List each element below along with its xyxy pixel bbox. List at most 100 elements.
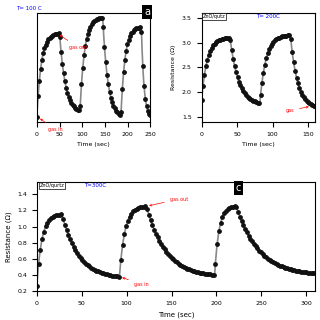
Point xyxy=(39,58,44,63)
Point xyxy=(111,273,116,278)
Point xyxy=(239,219,244,224)
Point xyxy=(264,56,269,61)
Point xyxy=(59,49,64,54)
Point xyxy=(55,212,60,218)
Point xyxy=(188,268,194,273)
Point xyxy=(148,113,153,118)
Point xyxy=(265,51,270,56)
Point xyxy=(120,86,125,92)
Point xyxy=(53,31,59,36)
Point xyxy=(167,253,172,259)
Point xyxy=(104,72,109,77)
Text: a: a xyxy=(144,7,150,17)
Point xyxy=(34,283,39,288)
Point xyxy=(136,25,141,30)
Point xyxy=(115,274,120,279)
Point xyxy=(307,101,312,106)
Point xyxy=(36,262,41,267)
Point xyxy=(52,32,57,37)
Point xyxy=(223,36,228,41)
Point xyxy=(267,47,272,52)
Point xyxy=(125,218,131,223)
Point xyxy=(113,274,118,279)
Point xyxy=(290,267,295,272)
Point xyxy=(66,232,71,237)
Point xyxy=(162,247,167,252)
Point xyxy=(215,38,220,44)
Point xyxy=(143,204,148,209)
Point xyxy=(309,270,314,276)
Point xyxy=(141,204,146,209)
Point xyxy=(41,229,46,234)
Point xyxy=(158,241,164,246)
Point xyxy=(183,265,188,270)
Point xyxy=(231,56,236,61)
Point xyxy=(221,211,227,216)
Point xyxy=(101,271,106,276)
Point xyxy=(59,212,64,217)
Point xyxy=(131,209,136,214)
Point xyxy=(230,204,236,209)
Point xyxy=(109,273,115,278)
Point xyxy=(155,235,160,240)
Point xyxy=(106,82,111,87)
Point xyxy=(50,33,55,38)
Point xyxy=(219,36,224,42)
Point xyxy=(52,213,57,219)
Point xyxy=(65,90,70,95)
Point xyxy=(147,111,152,116)
Point xyxy=(140,63,145,68)
Point xyxy=(236,210,241,215)
Point xyxy=(313,104,318,109)
Point xyxy=(176,261,181,266)
Text: gas in: gas in xyxy=(41,119,63,132)
Point xyxy=(118,109,124,114)
Point xyxy=(298,89,303,94)
Point xyxy=(215,242,220,247)
Point xyxy=(150,222,155,228)
Point xyxy=(79,82,84,87)
Point xyxy=(313,271,318,276)
Point xyxy=(129,211,134,216)
Point xyxy=(283,265,288,270)
Point xyxy=(66,94,71,99)
Point xyxy=(286,266,292,271)
Point xyxy=(243,227,248,232)
Point xyxy=(197,270,202,275)
Point xyxy=(260,80,265,85)
Point xyxy=(68,237,73,242)
Point xyxy=(136,205,141,211)
Point xyxy=(252,99,257,104)
Point xyxy=(268,44,273,49)
Point xyxy=(51,32,56,37)
Point xyxy=(220,215,225,220)
Point xyxy=(145,108,150,113)
Point xyxy=(82,259,87,264)
Point xyxy=(139,204,144,210)
Point xyxy=(96,269,101,274)
Point xyxy=(60,61,65,66)
Point xyxy=(283,33,288,38)
Text: gas out: gas out xyxy=(150,196,188,206)
Point xyxy=(113,108,118,113)
Point xyxy=(64,228,69,233)
Point xyxy=(71,244,76,250)
Point xyxy=(265,256,270,261)
Point xyxy=(148,218,153,223)
Point xyxy=(38,67,43,72)
Point xyxy=(244,92,249,98)
Point xyxy=(237,214,243,220)
Point xyxy=(85,31,91,36)
Point xyxy=(269,41,275,46)
Point xyxy=(276,262,281,268)
Point xyxy=(50,214,55,220)
Point xyxy=(69,241,74,246)
Point xyxy=(145,206,150,212)
Text: gas: gas xyxy=(285,106,308,113)
Point xyxy=(90,266,95,271)
Point xyxy=(206,272,211,277)
Point xyxy=(169,255,174,260)
Point xyxy=(308,102,314,107)
Point xyxy=(206,52,211,57)
Point xyxy=(291,60,296,65)
